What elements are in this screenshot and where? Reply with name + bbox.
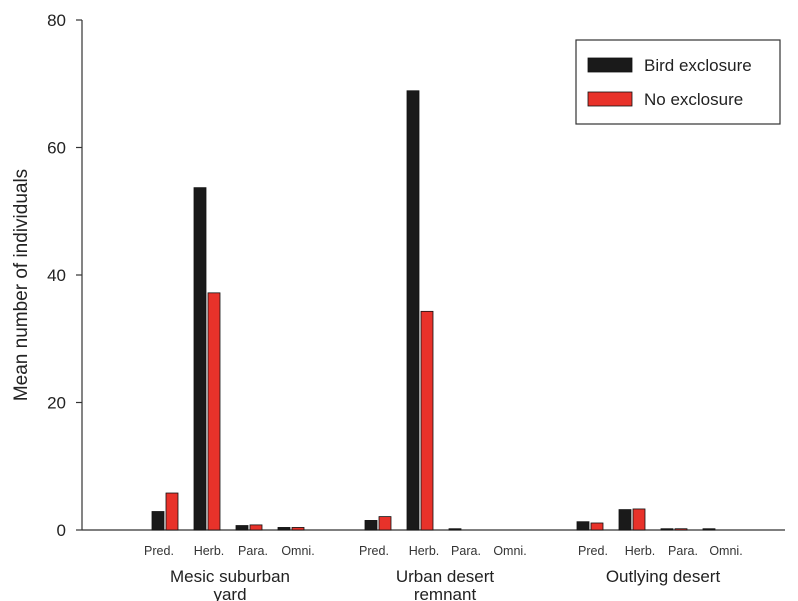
subcategory-label: Pred. — [144, 544, 174, 558]
bar-no-exclosure — [207, 292, 221, 531]
bar-bird-exclosure — [364, 520, 378, 531]
bar-bird-exclosure — [193, 187, 207, 531]
bar-bird-exclosure — [448, 528, 462, 531]
bar-bird-exclosure — [406, 90, 420, 531]
subcategory-label: Para. — [668, 544, 698, 558]
legend-swatch — [587, 57, 633, 73]
bar-no-exclosure — [291, 527, 305, 531]
subcategory-label: Herb. — [194, 544, 225, 558]
subcategory-label: Omni. — [493, 544, 526, 558]
y-tick-label: 40 — [47, 266, 66, 285]
subcategory-label: Para. — [238, 544, 268, 558]
subcategory-label: Herb. — [625, 544, 656, 558]
bars — [151, 90, 716, 531]
subcategory-label: Pred. — [359, 544, 389, 558]
bar-no-exclosure — [674, 528, 688, 531]
group-label: Urban desert — [396, 567, 495, 586]
bar-no-exclosure — [590, 522, 604, 531]
bar-no-exclosure — [249, 524, 263, 531]
bar-bird-exclosure — [702, 528, 716, 531]
y-tick-label: 0 — [57, 521, 66, 540]
bar-bird-exclosure — [660, 528, 674, 531]
subcategory-label: Herb. — [409, 544, 440, 558]
group-label: Mesic suburban — [170, 567, 290, 586]
axes: 0 20 40 60 80 Mean number of individuals — [11, 11, 785, 540]
legend-box — [575, 39, 781, 125]
bar-no-exclosure — [165, 492, 179, 531]
group-label: Outlying desert — [606, 567, 721, 586]
group-label-line2: yard — [213, 585, 246, 601]
y-axis-label: Mean number of individuals — [11, 169, 32, 401]
subcategory-label: Para. — [451, 544, 481, 558]
bar-bird-exclosure — [576, 521, 590, 531]
legend-label: Bird exclosure — [644, 56, 752, 75]
legend: Bird exclosure No exclosure — [575, 39, 781, 125]
bar-no-exclosure — [378, 516, 392, 531]
subcategory-label: Omni. — [281, 544, 314, 558]
subcategory-label: Omni. — [709, 544, 742, 558]
bar-bird-exclosure — [618, 509, 632, 531]
bar-bird-exclosure — [151, 511, 165, 531]
group-label-line2: remnant — [414, 585, 477, 601]
legend-swatch — [587, 91, 633, 107]
bar-bird-exclosure — [277, 527, 291, 531]
y-tick-label: 20 — [47, 394, 66, 413]
y-tick-label: 60 — [47, 139, 66, 158]
subcategory-label: Pred. — [578, 544, 608, 558]
bar-bird-exclosure — [235, 525, 249, 531]
bar-no-exclosure — [420, 310, 434, 531]
y-tick-label: 80 — [47, 11, 66, 30]
legend-label: No exclosure — [644, 90, 743, 109]
bar-no-exclosure — [632, 508, 646, 531]
